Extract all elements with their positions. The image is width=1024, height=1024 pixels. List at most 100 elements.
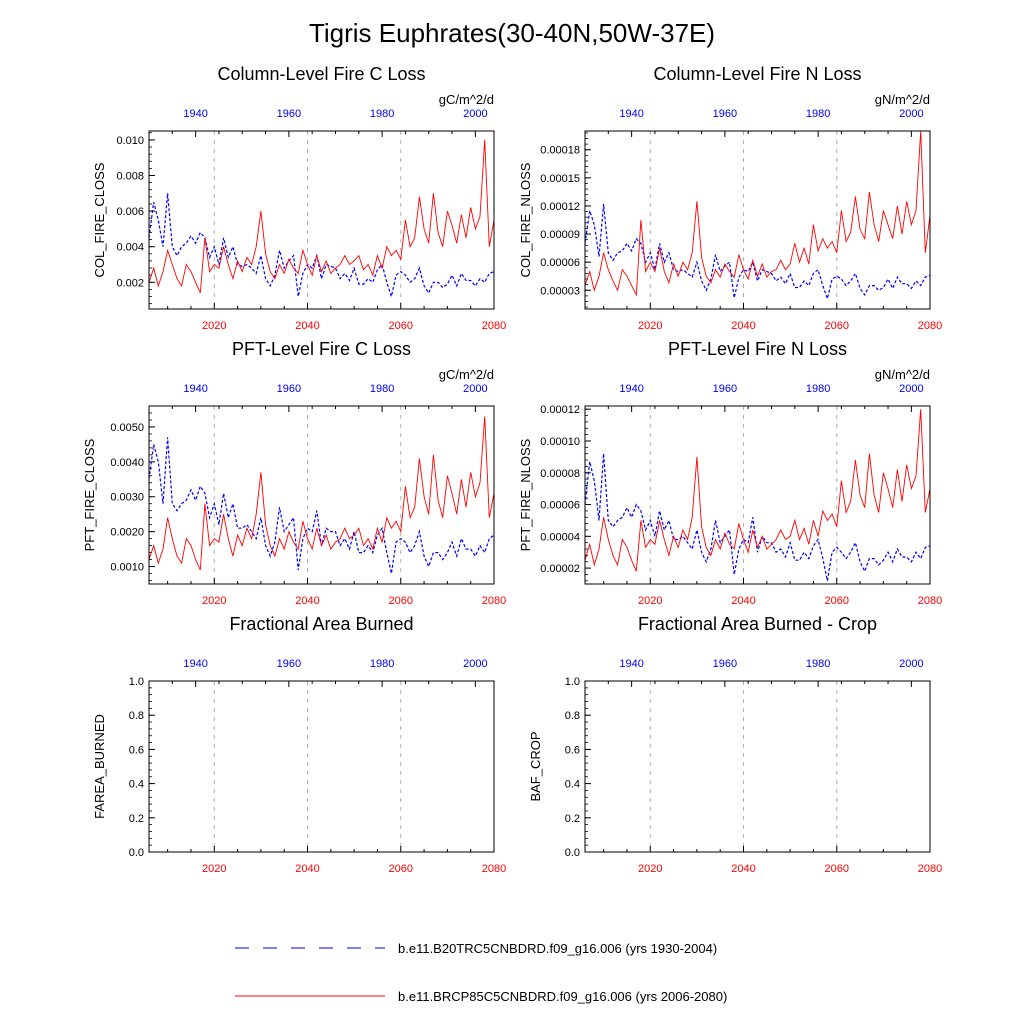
panel-3: PFT-Level Fire C Loss gC/m^2/d 0.0010 0.002… [82, 339, 506, 607]
y-tick-label: 0.8 [565, 710, 580, 722]
y-axis-label: COL_FIRE_NLOSS [518, 162, 533, 277]
x-tick-label-top: 1960 [713, 108, 737, 120]
x-tick-label-bottom: 2020 [202, 863, 226, 875]
y-tick-label: 0.4 [565, 779, 580, 791]
legend: b.e11.B20TRC5CNBDRD.f09_g16.006 (yrs 193… [235, 941, 727, 1004]
x-tick-label-top: 2000 [463, 108, 487, 120]
x-tick-label-bottom: 2020 [638, 320, 662, 332]
y-tick-label: 0.6 [129, 744, 144, 756]
plot-frame [584, 130, 931, 310]
x-tick-label-bottom: 2040 [295, 320, 319, 332]
x-tick-label-bottom: 2080 [482, 863, 506, 875]
x-tick-label-top: 1960 [277, 108, 301, 120]
plot-frame [148, 680, 495, 853]
y-tick-label: 0.00002 [540, 563, 580, 575]
x-tick-label-top: 1940 [183, 658, 207, 670]
x-tick-label-top: 1980 [370, 383, 394, 395]
y-tick-label: 0.004 [116, 242, 144, 254]
x-tick-label-bottom: 2080 [482, 595, 506, 607]
x-tick-label-top: 1940 [619, 658, 643, 670]
x-tick-label-bottom: 2060 [825, 595, 849, 607]
y-tick-label: 0.0 [129, 847, 144, 859]
y-tick-label: 0.00018 [540, 145, 580, 157]
x-tick-label-bottom: 2080 [918, 595, 942, 607]
x-tick-label-top: 1980 [806, 658, 830, 670]
series-line-ctrl [585, 453, 930, 581]
plot-frame [584, 405, 931, 585]
main-title: Tigris Euphrates(30-40N,50W-37E) [309, 18, 715, 48]
x-tick-label-top: 2000 [463, 658, 487, 670]
panel-2: Column-Level Fire N Loss gN/m^2/d 0.00003 0… [518, 64, 942, 332]
panel-title: Column-Level Fire C Loss [217, 64, 425, 84]
y-tick-label: 0.00012 [540, 201, 580, 213]
series-line-future [149, 139, 494, 294]
y-tick-label: 0.0040 [110, 457, 144, 469]
y-axis-label: COL_FIRE_CLOSS [92, 162, 107, 277]
x-tick-label-bottom: 2060 [389, 863, 413, 875]
x-tick-label-top: 2000 [899, 383, 923, 395]
x-tick-label-bottom: 2040 [731, 863, 755, 875]
x-tick-label-bottom: 2060 [825, 320, 849, 332]
y-tick-label: 0.2 [565, 813, 580, 825]
x-tick-label-bottom: 2040 [295, 595, 319, 607]
unit-label: gN/m^2/d [875, 367, 930, 382]
plot-frame [584, 680, 931, 853]
panel-title: Column-Level Fire N Loss [653, 64, 861, 84]
y-tick-label: 0.0050 [110, 422, 144, 434]
plot-frame [148, 130, 495, 310]
y-tick-label: 0.00010 [540, 436, 580, 448]
x-tick-label-top: 1960 [277, 383, 301, 395]
panels: Column-Level Fire C Loss gC/m^2/d 0.002 0.0… [82, 64, 942, 875]
y-tick-label: 0.006 [116, 206, 144, 218]
y-tick-label: 0.8 [129, 710, 144, 722]
x-tick-label-bottom: 2080 [482, 320, 506, 332]
panel-1: Column-Level Fire C Loss gC/m^2/d 0.002 0.0… [92, 64, 506, 332]
legend-label-ctrl: b.e11.B20TRC5CNBDRD.f09_g16.006 (yrs 193… [398, 941, 717, 956]
x-tick-label-bottom: 2060 [389, 595, 413, 607]
panel-title: PFT-Level Fire N Loss [668, 339, 847, 359]
series-line-future [149, 416, 494, 571]
x-tick-label-top: 2000 [899, 108, 923, 120]
x-tick-label-bottom: 2020 [638, 595, 662, 607]
x-tick-label-top: 1960 [713, 658, 737, 670]
panel-title: Fractional Area Burned - Crop [638, 614, 877, 634]
y-tick-label: 1.0 [129, 676, 144, 688]
y-tick-label: 0.010 [116, 135, 144, 147]
x-tick-label-top: 1960 [277, 658, 301, 670]
x-tick-label-bottom: 2040 [295, 863, 319, 875]
x-tick-label-bottom: 2040 [731, 595, 755, 607]
unit-label: gN/m^2/d [875, 92, 930, 107]
x-tick-label-top: 1980 [806, 383, 830, 395]
panel-title: Fractional Area Burned [229, 614, 413, 634]
y-tick-label: 0.0030 [110, 492, 144, 504]
series-line-ctrl [585, 204, 930, 301]
series-line-ctrl [149, 193, 494, 299]
x-tick-label-top: 1940 [183, 108, 207, 120]
x-tick-label-bottom: 2080 [918, 863, 942, 875]
series-line-future [585, 131, 930, 297]
x-tick-label-bottom: 2020 [202, 320, 226, 332]
x-tick-label-top: 1980 [370, 108, 394, 120]
x-tick-label-top: 1960 [713, 383, 737, 395]
y-tick-label: 0.002 [116, 277, 144, 289]
y-tick-label: 0.00006 [540, 257, 580, 269]
x-tick-label-top: 1980 [370, 658, 394, 670]
y-tick-label: 0.00015 [540, 173, 580, 185]
x-tick-label-top: 1940 [619, 108, 643, 120]
x-tick-label-bottom: 2060 [825, 863, 849, 875]
y-tick-label: 0.6 [565, 744, 580, 756]
y-tick-label: 0.00008 [540, 468, 580, 480]
unit-label: gC/m^2/d [439, 92, 494, 107]
x-tick-label-bottom: 2080 [918, 320, 942, 332]
x-tick-label-top: 1940 [183, 383, 207, 395]
y-tick-label: 0.0010 [110, 562, 144, 574]
y-tick-label: 0.008 [116, 171, 144, 183]
x-tick-label-bottom: 2060 [389, 320, 413, 332]
x-tick-label-bottom: 2020 [638, 863, 662, 875]
y-tick-label: 0.4 [129, 779, 144, 791]
x-tick-label-bottom: 2020 [202, 595, 226, 607]
y-axis-label: BAF_CROP [528, 731, 543, 801]
y-tick-label: 0.00012 [540, 404, 580, 416]
plot-frame [148, 405, 495, 585]
